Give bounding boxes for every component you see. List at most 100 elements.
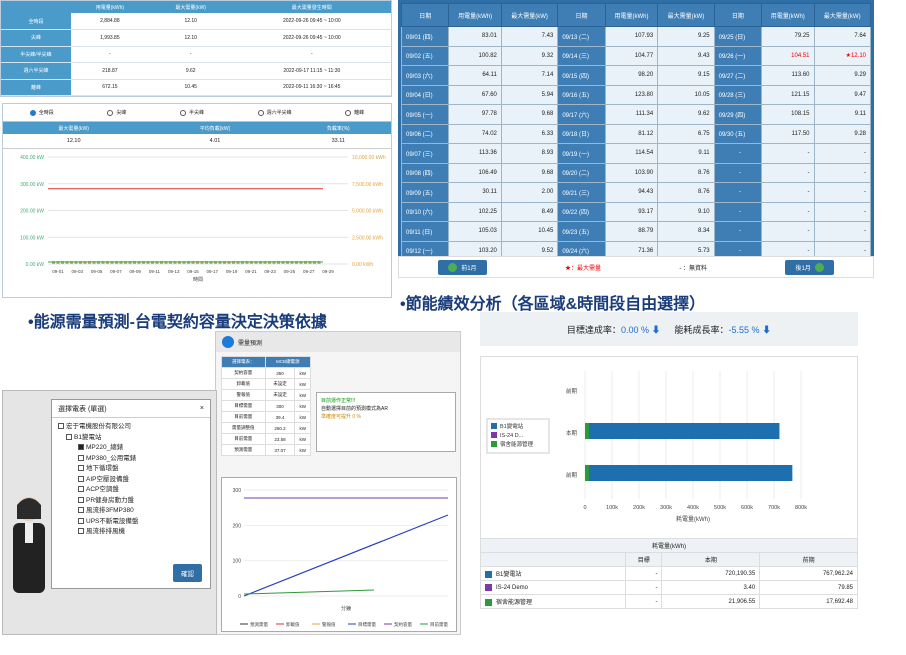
date-cell: 09/03 (六) (400, 65, 450, 86)
date-cell: 09/27 (二) (713, 65, 763, 86)
dialog-title: 選擇電表 (單選) (58, 405, 107, 413)
value-cell: 9.10 (657, 201, 715, 222)
monthly-row: 09/09 (五) 30.11 2.00 09/21 (三) 94.43 8.76- - - (400, 182, 872, 203)
prev-month-button[interactable]: 前1月 (438, 259, 487, 275)
usage-summary-table: 用電量(kWh) 最大需量(kW) 最大需量發生時間 全時段 2,884.88 12.1… (0, 0, 392, 97)
date-cell: 09/12 (一) (400, 240, 450, 261)
checkbox-icon[interactable] (78, 454, 84, 461)
x-tick: 09-19 (226, 269, 238, 274)
legend-swatch (491, 441, 497, 447)
tree-item[interactable]: UPS不斷電設備盤 (58, 517, 204, 528)
checkbox-icon[interactable] (78, 444, 84, 451)
demand-cell: - (148, 46, 233, 63)
x-tick: 600k (741, 505, 753, 511)
forecast-cell: kW (294, 400, 311, 412)
legend-label: 預測需量 (250, 621, 268, 628)
date-cell: 09/24 (六) (557, 240, 606, 261)
radio-dot-icon (345, 109, 352, 116)
forecast-line (243, 514, 449, 597)
confirm-button[interactable]: 確認 (173, 564, 202, 582)
y-left-tick: 400.00 kW (20, 155, 44, 161)
value-cell: 106.49 (448, 162, 502, 183)
tree-item[interactable]: 風流排3FMP380 (58, 506, 204, 517)
monthly-header: 用電量(kWh) (604, 3, 659, 27)
area-name-cell: B1變電站 (479, 566, 627, 581)
monthly-row: 09/02 (五) 100.82 9.32 09/14 (三) 104.77 9.43 09… (400, 45, 872, 66)
x-tick: 09-01 (52, 269, 64, 274)
value-cell: 9.25 (657, 26, 715, 47)
period-radio[interactable]: 全時段 (29, 109, 54, 116)
legend-swatch (491, 432, 497, 438)
checkbox-icon[interactable] (58, 423, 64, 430)
date-cell: 09/29 (四) (713, 104, 763, 125)
y-right-tick: 0.00 kWh (352, 262, 373, 268)
area-name-cell: 宿舍能源管理 (479, 594, 627, 609)
checkbox-icon[interactable] (78, 517, 84, 524)
tree-item[interactable]: PR健身房動力盤 (58, 496, 204, 507)
value-cell: 9.68 (500, 104, 559, 125)
forecast-cell: 卸載值 (221, 378, 266, 390)
status-messages: 目前運作正常!!! 自動選擇目前的預測模式為AR 準確度可提升 0 % (316, 392, 456, 452)
tree-item[interactable]: 宏于電機股份有限公司 (58, 422, 204, 433)
checkbox-icon[interactable] (66, 433, 72, 440)
tree-item[interactable]: ACP空調盤 (58, 485, 204, 496)
legend-label: B1變電站 (500, 422, 524, 430)
checkbox-icon[interactable] (78, 507, 84, 514)
consumption-bar-chart: 0 100k 200k 300k 400k 500k 600k 700k 800k 耗電量(kWh… (480, 356, 858, 542)
value-cell: 79.25 (761, 26, 815, 47)
y-right-tick: 2,500.00 kWh (352, 235, 383, 241)
tree-item[interactable]: AIP空壓設備盤 (58, 475, 204, 486)
checkbox-icon[interactable] (78, 465, 84, 472)
checkbox-icon[interactable] (78, 475, 84, 482)
monthly-row: 09/05 (一) 97.78 9.68 09/17 (六) 111.34 9.62 09/… (400, 104, 872, 125)
meter-select-dialog: 選擇電表 (單選) × 宏于電機股份有限公司 B1變電站 MP220_總錶 MP380_… (51, 399, 211, 589)
period-radio[interactable]: 週六半尖峰 (257, 109, 292, 116)
date-cell: 09/25 (日) (713, 26, 763, 47)
tree-item[interactable]: 風流排排風機 (58, 527, 204, 538)
period-radio[interactable]: 尖峰 (107, 109, 126, 116)
max-demand-legend: ★：最大需量 (564, 265, 601, 272)
forecast-panel: 需量預測 選擇電表： MCB總電源 契約容量 350 kW 卸載值 未設定 kW 警報值 未設定… (215, 331, 461, 635)
tree-item[interactable]: MP380_公用電錶 (58, 454, 204, 465)
forecast-cell: 260.2 (264, 422, 296, 434)
forecast-row: 預測需量 37.07 kW (221, 444, 311, 456)
date-cell: 09/04 (日) (400, 84, 450, 105)
value-cell: 97.78 (448, 104, 502, 125)
summary-row: 半尖峰/半尖峰 - - - (1, 46, 391, 63)
period-label: 全時段 (1, 13, 71, 30)
tree-item[interactable]: B1變電站 (58, 433, 204, 444)
period-radio-group[interactable]: 全時段 尖峰 半尖峰 週六半尖峰 離峰 (3, 104, 391, 122)
checkbox-icon[interactable] (78, 528, 84, 535)
meter-select[interactable]: MCB總電源 (264, 356, 312, 368)
date-cell: 09/06 (二) (400, 123, 450, 144)
period-radio[interactable]: 半尖峰 (179, 109, 204, 116)
no-data-legend: - ：無資料 (679, 265, 708, 272)
period-radio[interactable]: 離峰 (345, 109, 364, 116)
forecast-cell: kW (294, 411, 311, 423)
period-label: 尖峰 (1, 29, 71, 47)
forecast-cell: 契約容量 (221, 367, 266, 379)
demand-chart-panel: 全時段 尖峰 半尖峰 週六半尖峰 離峰 最大需量(kW) 平均負載(kW) 負載率(%) 1… (2, 103, 392, 298)
performance-panel: 目標達成率：0.00 % ⬇ 能耗成長率：-5.55 % ⬇ 0 100k 200k… (479, 312, 858, 630)
value-cell: - (761, 143, 815, 164)
forecast-title: 需量預測 (238, 340, 263, 347)
tree-item[interactable]: MP220_總錶 (58, 443, 204, 454)
value-cell: 8.93 (500, 143, 559, 164)
x-tick: 09-09 (129, 269, 141, 274)
date-cell: 09/11 (日) (400, 221, 450, 242)
tree-item[interactable]: 地下循環盤 (58, 464, 204, 475)
value-cell: 9.11 (813, 104, 872, 125)
checkbox-icon[interactable] (78, 496, 84, 503)
x-tick: 09-21 (245, 269, 257, 274)
date-cell: 09/26 (一) (713, 45, 763, 66)
consumption-header (479, 552, 627, 567)
monthly-header: 最大需量(kW) (500, 3, 559, 27)
x-axis-label: 分鐘 (341, 605, 351, 612)
tree-item-label: 風流排3FMP380 (86, 507, 134, 514)
date-cell: 09/19 (一) (557, 143, 606, 164)
next-month-button[interactable]: 後1月 (785, 259, 834, 275)
close-icon[interactable]: × (199, 405, 204, 412)
value-cell: ★12.10 (813, 45, 872, 66)
checkbox-icon[interactable] (78, 486, 84, 493)
area-name: 宿舍能源管理 (496, 600, 533, 606)
